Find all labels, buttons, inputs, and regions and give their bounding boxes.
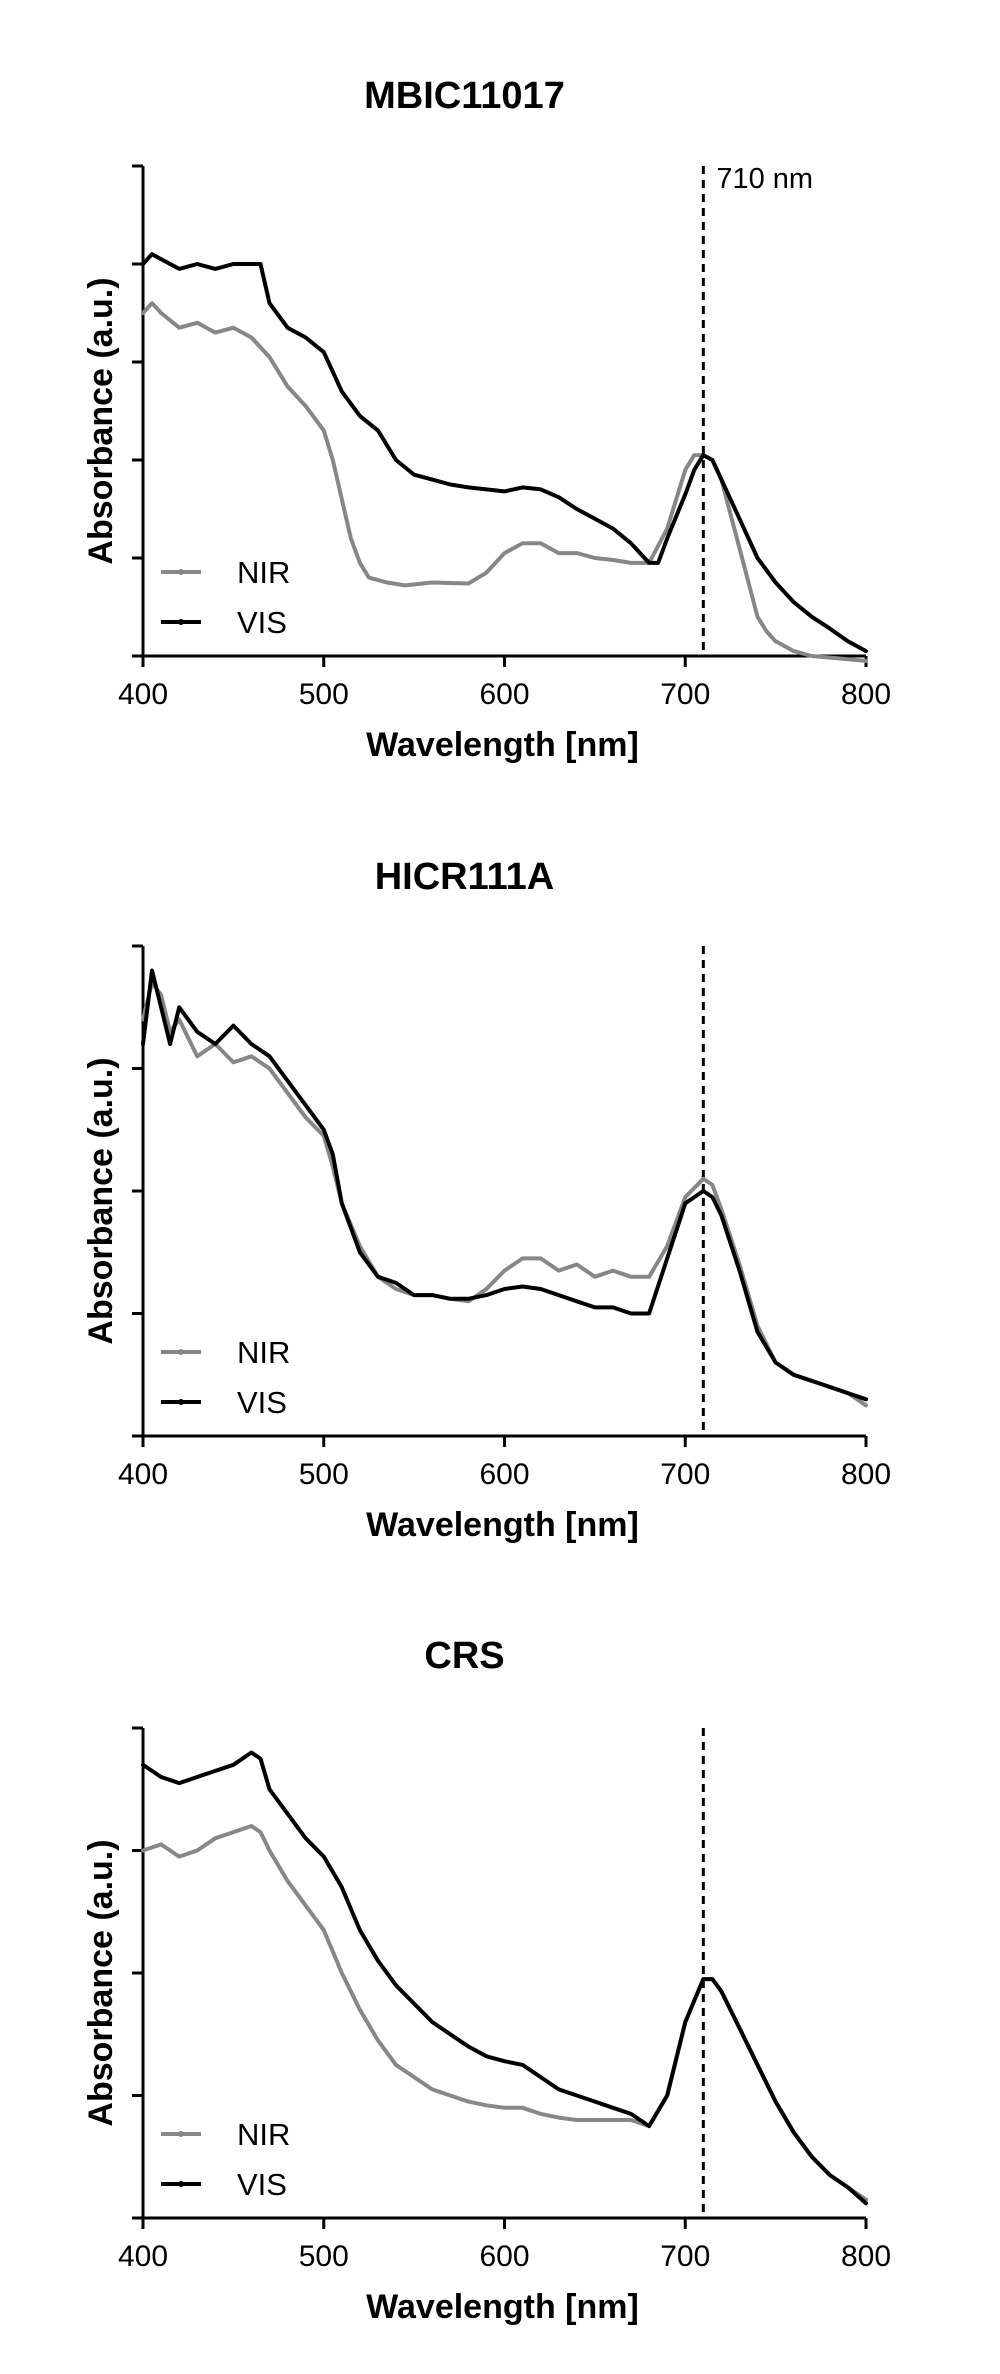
x-tick-label: 400 (118, 1458, 168, 1491)
chart-title: HICR111A (375, 856, 555, 898)
legend-marker-vis (178, 2181, 184, 2187)
x-tick-label: 800 (841, 2240, 891, 2273)
legend-label-nir: NIR (237, 555, 290, 590)
series-line-vis (141, 252, 868, 654)
x-tick-label: 500 (299, 2240, 349, 2273)
x-tick-label: 700 (660, 678, 710, 711)
x-tick-label: 600 (479, 678, 529, 711)
x-axis-title: Wavelength [nm] (366, 1506, 639, 1544)
x-tick-label: 500 (299, 678, 349, 711)
chart-panel-3: CRS 400 500 600 700 800 Wavelength [nm] Absorba… (82, 1635, 891, 2326)
reference-line-label: 710 nm (716, 163, 813, 195)
legend-marker-vis (178, 1399, 184, 1405)
x-tick-label: 800 (841, 678, 891, 711)
x-tick-label: 500 (299, 1458, 349, 1491)
legend-marker-nir (178, 2131, 184, 2137)
x-axis-title: Wavelength [nm] (366, 726, 639, 764)
series-line-vis (141, 1750, 868, 2206)
series-line-nir (141, 301, 868, 663)
legend-label-vis: VIS (237, 605, 287, 640)
legend-label-vis: VIS (237, 1385, 287, 1420)
x-tick-label: 600 (479, 1458, 529, 1491)
x-tick-label: 600 (479, 2240, 529, 2273)
legend-label-nir: NIR (237, 1335, 290, 1370)
x-tick-label: 400 (118, 678, 168, 711)
x-tick-label: 800 (841, 1458, 891, 1491)
x-axis-title: Wavelength [nm] (366, 2288, 639, 2326)
chart-title: CRS (424, 1635, 504, 1677)
chart-panel-1: MBIC11017 400 500 600 700 800 Wavelength [nm] A… (82, 75, 891, 764)
legend-marker-nir (178, 569, 184, 575)
series-line-vis (141, 968, 868, 1402)
chart-title: MBIC11017 (364, 75, 565, 117)
y-axis-title: Absorbance (a.u.) (82, 1057, 120, 1344)
chart-panel-2: HICR111A 400 500 600 700 800 Wavelength [nm] Ab… (82, 856, 891, 1544)
y-axis-title: Absorbance (a.u.) (82, 1839, 120, 2126)
x-tick-label: 700 (660, 1458, 710, 1491)
legend-marker-vis (178, 619, 184, 625)
y-axis-title: Absorbance (a.u.) (82, 277, 120, 564)
legend-label-vis: VIS (237, 2167, 287, 2202)
x-tick-label: 400 (118, 2240, 168, 2273)
x-tick-label: 700 (660, 2240, 710, 2273)
legend-marker-nir (178, 1349, 184, 1355)
legend-label-nir: NIR (237, 2117, 290, 2152)
